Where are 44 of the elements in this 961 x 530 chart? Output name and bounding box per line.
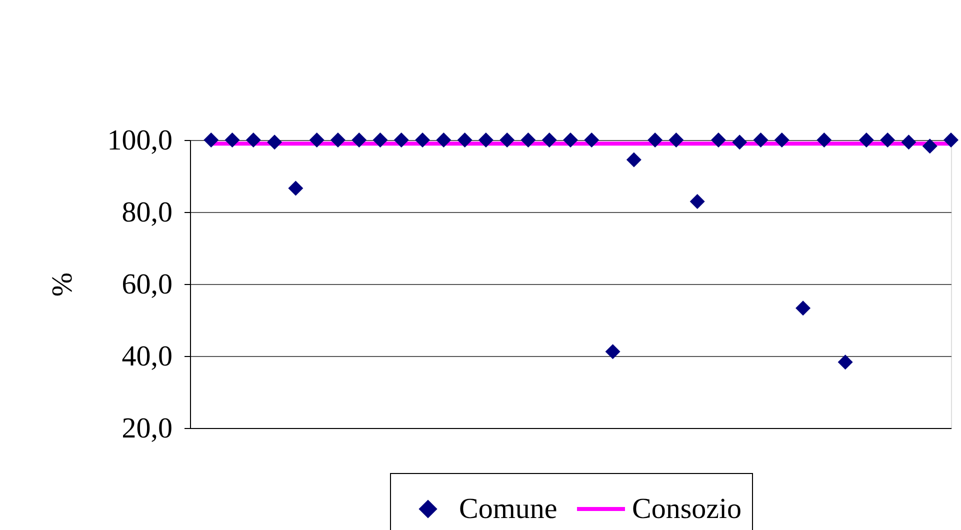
- point: [605, 344, 620, 360]
- point: [880, 132, 896, 148]
- point: [542, 132, 557, 148]
- point: [563, 132, 578, 148]
- point: [372, 132, 388, 148]
- y-axis-title: %: [46, 272, 78, 297]
- y-tick-label: 60,0: [122, 268, 172, 300]
- point: [796, 300, 811, 316]
- point: [436, 132, 452, 148]
- point: [944, 132, 958, 148]
- point: [584, 132, 600, 148]
- point: [246, 132, 261, 148]
- point: [858, 132, 874, 148]
- point: [500, 132, 515, 148]
- point: [626, 152, 642, 168]
- point: [668, 132, 684, 148]
- point: [330, 132, 346, 148]
- point: [520, 132, 536, 148]
- point: [352, 132, 367, 148]
- y-tick-label: 80,0: [122, 196, 172, 228]
- point: [288, 180, 304, 196]
- point: [774, 132, 790, 148]
- point: [753, 132, 768, 148]
- point: [710, 132, 726, 148]
- point: [901, 134, 916, 150]
- point: [648, 132, 663, 148]
- point: [309, 132, 324, 148]
- point: [204, 132, 219, 148]
- point: [394, 132, 409, 148]
- point: [922, 138, 938, 154]
- point: [224, 132, 240, 148]
- point: [415, 132, 430, 148]
- point: [267, 134, 282, 150]
- point: [457, 132, 472, 148]
- point: [478, 132, 494, 148]
- legend-label: Consozio: [632, 493, 742, 525]
- point: [838, 354, 853, 370]
- y-tick-label: 40,0: [122, 340, 172, 372]
- point: [732, 134, 748, 150]
- legend-label: Comune: [459, 493, 558, 525]
- y-tick-label: 100,0: [107, 124, 172, 156]
- y-tick-label: 20,0: [122, 412, 172, 444]
- point: [816, 132, 832, 148]
- point: [690, 194, 705, 210]
